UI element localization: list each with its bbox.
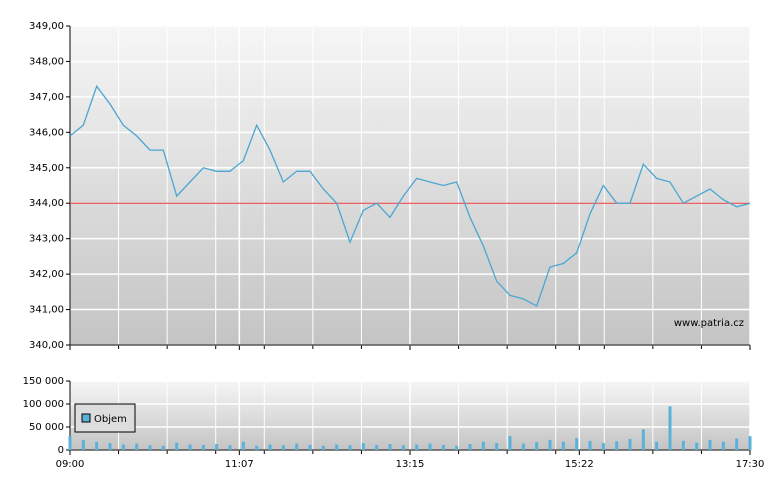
- volume-bar: [361, 443, 365, 450]
- y-tick-label: 348,00: [29, 56, 64, 67]
- volume-bar: [175, 442, 179, 450]
- volume-bar: [415, 444, 419, 450]
- volume-bar: [201, 444, 205, 450]
- volume-bar: [628, 438, 632, 450]
- volume-bar: [428, 443, 432, 450]
- y-tick-label: 349,00: [29, 21, 64, 32]
- volume-bar: [281, 445, 285, 450]
- volume-bar: [575, 438, 579, 450]
- y-tick-label: 100 000: [23, 399, 64, 410]
- y-tick-label: 341,00: [29, 305, 64, 316]
- volume-bar: [81, 439, 85, 450]
- volume-bar: [348, 445, 352, 450]
- volume-bar: [401, 445, 405, 450]
- x-tick-label: 15:22: [565, 459, 594, 470]
- y-tick-label: 0: [58, 445, 64, 456]
- volume-bar: [308, 444, 312, 450]
- volume-bar: [668, 406, 672, 450]
- volume-bar: [68, 436, 72, 450]
- volume-bar: [375, 444, 379, 450]
- y-tick-label: 340,00: [29, 340, 64, 351]
- volume-bar: [121, 444, 125, 450]
- volume-bar: [295, 443, 299, 450]
- y-tick-label: 344,00: [29, 198, 64, 209]
- y-tick-label: 150 000: [23, 376, 64, 387]
- volume-bar: [95, 441, 99, 450]
- volume-bar: [148, 445, 152, 450]
- legend-swatch: [81, 413, 91, 423]
- volume-bar: [681, 440, 685, 450]
- volume-bar: [655, 441, 659, 450]
- volume-bar: [161, 445, 165, 450]
- volume-bar: [455, 445, 459, 450]
- volume-bar: [255, 445, 259, 450]
- price-line: [69, 84, 751, 307]
- volume-bar: [388, 444, 392, 450]
- volume-bar: [215, 444, 219, 450]
- volume-bar: [521, 443, 525, 450]
- volume-bar: [321, 445, 325, 450]
- volume-bar: [561, 441, 565, 450]
- volume-bar: [481, 441, 485, 450]
- volume-bar: [588, 440, 592, 450]
- volume-bar: [695, 442, 699, 450]
- volume-bar: [335, 444, 339, 450]
- volume-bar: [601, 443, 605, 450]
- volume-bar: [508, 436, 512, 450]
- y-tick-label: 345,00: [29, 163, 64, 174]
- x-tick-label: 09:00: [56, 459, 85, 470]
- volume-bar: [708, 439, 712, 450]
- volume-bar: [108, 443, 112, 450]
- volume-bar: [548, 439, 552, 450]
- volume-bar: [735, 438, 739, 450]
- volume-bar: [468, 444, 472, 450]
- volume-bar: [441, 444, 445, 450]
- volume-bar: [615, 441, 619, 450]
- y-tick-label: 343,00: [29, 234, 64, 245]
- volume-bar: [228, 445, 232, 450]
- volume-bar: [135, 443, 139, 450]
- y-tick-label: 342,00: [29, 269, 64, 280]
- volume-bar: [188, 444, 192, 450]
- volume-bar: [721, 441, 725, 450]
- volume-bar: [748, 436, 752, 450]
- volume-bar: [268, 444, 272, 450]
- y-tick-label: 346,00: [29, 127, 64, 138]
- volume-bar: [495, 443, 499, 450]
- y-tick-label: 50 000: [29, 422, 64, 433]
- volume-bar: [535, 442, 539, 450]
- watermark: www.patria.cz: [674, 318, 744, 329]
- y-tick-label: 347,00: [29, 92, 64, 103]
- legend-label: Objem: [94, 414, 127, 425]
- x-tick-label: 11:07: [225, 459, 254, 470]
- x-tick-label: 13:15: [396, 459, 425, 470]
- x-tick-label: 17:30: [736, 459, 765, 470]
- volume-bar: [641, 429, 645, 450]
- volume-bar: [241, 441, 245, 450]
